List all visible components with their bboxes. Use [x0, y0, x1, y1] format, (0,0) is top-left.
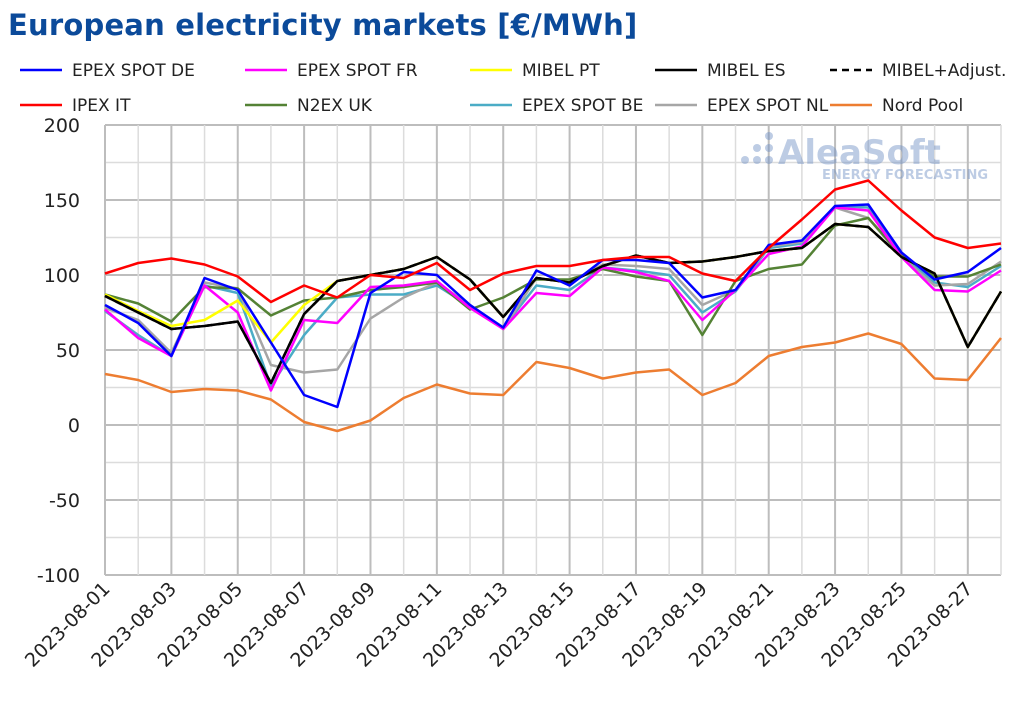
legend-label: N2EX UK [297, 96, 373, 116]
legend-item: EPEX SPOT DE [20, 61, 195, 81]
series-line-epex-spot-de [104, 203, 1002, 409]
legend-item: EPEX SPOT NL [655, 96, 829, 116]
legend-item: MIBEL PT [470, 61, 600, 81]
series-line-mibel-es [104, 222, 1003, 385]
chart-title: European electricity markets [€/MWh] [8, 8, 638, 42]
watermark-brand: AleaSoft [778, 133, 941, 173]
legend-item: MIBEL ES [655, 61, 786, 81]
series-line-ipex-it [104, 179, 1002, 304]
legend-item: EPEX SPOT BE [470, 96, 643, 116]
legend-label: MIBEL ES [707, 61, 786, 81]
legend-label: EPEX SPOT NL [707, 96, 829, 116]
legend-label: EPEX SPOT FR [297, 61, 418, 81]
y-tick-label: 200 [44, 115, 80, 137]
grid [104, 124, 1002, 576]
y-tick-label: 100 [44, 265, 80, 287]
legend-item: IPEX IT [20, 96, 131, 116]
legend-label: MIBEL PT [522, 61, 600, 81]
legend-label: EPEX SPOT DE [72, 61, 195, 81]
y-tick-label: 50 [56, 340, 80, 362]
watermark-tagline: ENERGY FORECASTING [822, 168, 988, 183]
legend: EPEX SPOT DE EPEX SPOT FR MIBEL PT MIBEL ES… [20, 61, 1006, 116]
legend-item: MIBEL+Adjust. [830, 61, 1006, 81]
y-tick-label: -50 [49, 490, 80, 512]
y-tick-label: -100 [37, 565, 80, 587]
legend-label: Nord Pool [882, 96, 963, 116]
series-line-nord-pool [104, 332, 1002, 433]
series-line-epex-spot-be [104, 204, 1002, 388]
y-tick-label: 0 [68, 415, 80, 437]
legend-label: IPEX IT [72, 96, 131, 116]
legend-item: EPEX SPOT FR [245, 61, 418, 81]
legend-item: Nord Pool [830, 96, 963, 116]
series-line-mibel-pt [104, 222, 1003, 349]
legend-label: EPEX SPOT BE [522, 96, 643, 116]
legend-item: N2EX UK [245, 96, 373, 116]
legend-label: MIBEL+Adjust. [882, 61, 1006, 81]
y-tick-label: 150 [44, 190, 80, 212]
aleasoft-logo-icon [741, 132, 773, 164]
